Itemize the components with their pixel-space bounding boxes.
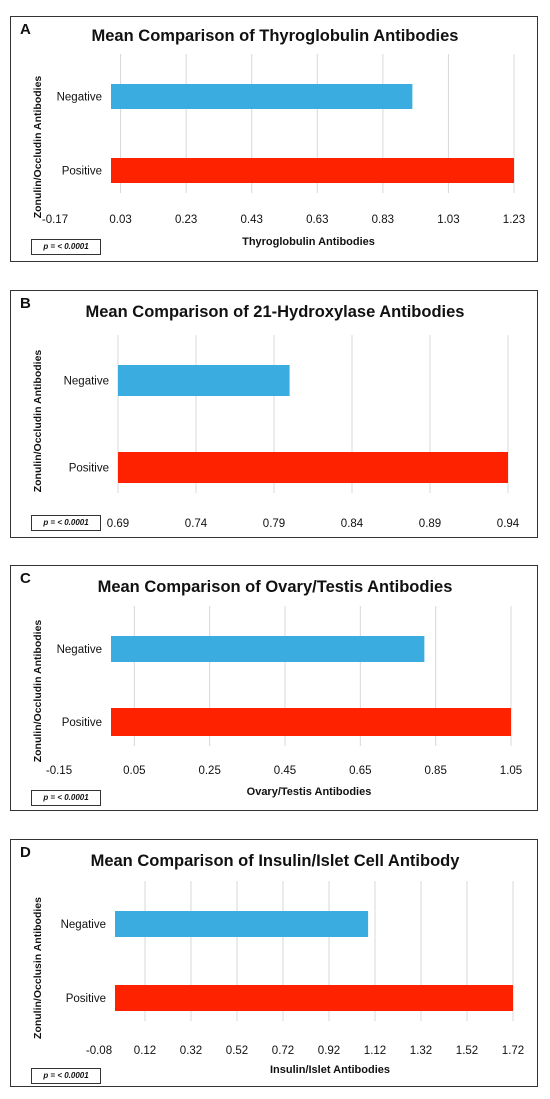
chart-panel-c: Negative Positive -0.15 0.05 0.25 0.45 0.65 0.8… [10,565,538,811]
x-tick-label: 0.89 [419,518,441,530]
x-tick-label: 0.74 [185,518,208,530]
chart-svg: Negative Positive -0.15 0.05 0.25 0.45 0.65 0.8… [32,606,522,798]
chart-svg: Negative Positive -0.08 0.12 0.32 0.52 0.72 0.9… [32,881,524,1076]
y-axis-title: Zonulin/Occlusin Antibodies [32,897,44,1039]
p-value-box: p = < 0.0001 [31,239,101,255]
x-tick-label: 1.23 [503,214,525,226]
chart-panel-a: Negative Positive -0.17 0.03 0.23 0.43 0.63 0.8… [10,16,538,262]
bar-negative [115,911,369,937]
x-tick-label: 0.79 [263,518,285,530]
x-tick-label: 0.65 [349,765,371,777]
bar-negative [111,84,413,109]
bar-positive [115,985,513,1011]
y-axis-title: Zonulin/Occludin Antibodies [32,350,44,493]
x-tick-label: 0.63 [306,214,328,226]
x-tick-label: 1.32 [410,1045,432,1057]
x-tick-label: 0.52 [226,1045,248,1057]
x-axis-title: Thyroglobulin Antibodies [242,236,375,248]
bar-negative [118,365,290,396]
y-axis-title: Zonulin/Occludin Antibodies [32,76,44,219]
chart-panel-d: Negative Positive -0.08 0.12 0.32 0.52 0.72 0.9… [10,839,538,1087]
x-tick-label: 0.69 [107,518,129,530]
p-value-text: p = < 0.0001 [43,1071,89,1080]
x-tick-label: 1.52 [456,1045,478,1057]
x-tick-label: 0.72 [272,1045,294,1057]
p-value-box: p = < 0.0001 [31,515,101,531]
category-label: Positive [69,463,109,475]
bar-negative [111,636,425,662]
chart-svg: Negative Positive 0.69 0.74 0.79 0.84 0.89 0.94… [32,335,520,530]
p-value-text: p = < 0.0001 [43,793,89,802]
x-tick-label: 0.85 [424,765,446,777]
x-tick-label: 0.45 [274,765,296,777]
x-tick-label: 0.84 [341,518,364,530]
x-tick-label: 0.05 [123,765,145,777]
p-value-box: p = < 0.0001 [31,1068,101,1084]
x-axis-title: Insulin/Islet Antibodies [270,1064,390,1076]
x-tick-label: 0.83 [372,214,394,226]
p-value-text: p = < 0.0001 [43,518,89,527]
x-axis-title: Ovary/Testis Antibodies [247,786,372,798]
x-tick-label: 0.25 [198,765,220,777]
panel-letter: D [20,844,31,861]
x-tick-label: 1.05 [500,765,522,777]
bar-positive [118,452,508,483]
panel-letter: A [20,21,31,38]
x-tick-label: 1.03 [437,214,459,226]
x-tick-label: 0.92 [318,1045,340,1057]
x-tick-label: 0.03 [109,214,131,226]
y-axis-title: Zonulin/Occludin Antibodies [32,620,44,763]
category-label: Negative [64,376,109,388]
category-label: Positive [66,993,106,1005]
panel-letter: B [20,295,31,312]
chart-title: Mean Comparison of Ovary/Testis Antibodi… [97,578,453,596]
category-label: Negative [57,644,102,656]
x-tick-label: -0.15 [46,765,72,777]
p-value-text: p = < 0.0001 [43,242,89,251]
x-tick-label: 0.23 [175,214,197,226]
category-label: Positive [62,717,102,729]
x-tick-label: 0.12 [134,1045,156,1057]
x-tick-label: 1.12 [364,1045,386,1057]
x-tick-label: -0.08 [86,1045,112,1057]
chart-title: Mean Comparison of Thyroglobulin Antibod… [91,27,459,45]
x-tick-label: 1.72 [502,1045,524,1057]
chart-svg: Negative Positive -0.17 0.03 0.23 0.43 0.63 0.8… [32,54,525,248]
bar-positive [111,158,514,183]
x-tick-label: 0.94 [497,518,520,530]
x-tick-label: 0.43 [241,214,263,226]
category-label: Positive [62,166,102,178]
chart-title: Mean Comparison of Insulin/Islet Cell An… [90,852,460,870]
x-tick-label: -0.17 [42,214,68,226]
p-value-box: p = < 0.0001 [31,790,101,806]
category-label: Negative [61,919,106,931]
category-label: Negative [57,92,102,104]
chart-panel-b: Negative Positive 0.69 0.74 0.79 0.84 0.89 0.94… [10,290,538,538]
x-tick-label: 0.32 [180,1045,202,1057]
panel-letter: C [20,570,31,587]
chart-title: Mean Comparison of 21-Hydroxylase Antibo… [85,303,465,321]
bar-positive [111,708,511,736]
